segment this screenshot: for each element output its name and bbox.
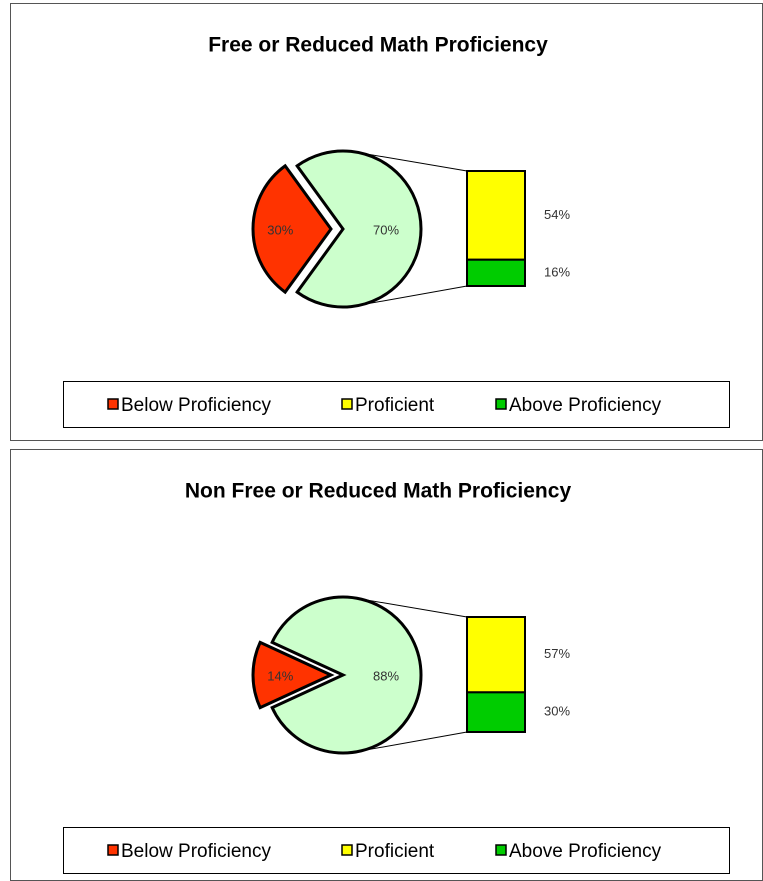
bar-segment: [466, 616, 526, 694]
pie-slice: [270, 595, 423, 755]
connector: [352, 597, 468, 618]
legend-label: Below Proficiency: [121, 395, 271, 416]
legend-label: Below Proficiency: [121, 841, 271, 862]
pie-slice: [251, 640, 335, 710]
data-label: 30%: [267, 222, 293, 237]
bar-segment: [466, 258, 526, 288]
data-label: 16%: [544, 264, 570, 279]
legend-label: Proficient: [355, 395, 435, 416]
connector: [352, 285, 468, 307]
legend-swatch: [341, 844, 353, 856]
legend-box: [63, 381, 730, 428]
legend-swatch: [107, 844, 119, 856]
connector: [352, 151, 468, 172]
legend-swatch: [107, 398, 119, 410]
data-label: 30%: [544, 704, 570, 719]
bar-segment: [466, 170, 526, 261]
legend-label: Above Proficiency: [509, 841, 662, 862]
chart-title: Free or Reduced Math Proficiency: [208, 34, 548, 57]
data-label: 57%: [544, 646, 570, 661]
connector: [352, 731, 468, 753]
data-label: 88%: [373, 668, 399, 683]
data-label: 70%: [373, 222, 399, 237]
data-label: 54%: [544, 207, 570, 222]
pie-slice: [295, 149, 423, 309]
legend-swatch: [341, 398, 353, 410]
legend-swatch: [495, 398, 507, 410]
legend-label: Above Proficiency: [509, 395, 662, 416]
bar-segment: [466, 691, 526, 734]
legend-label: Proficient: [355, 841, 435, 862]
legend-swatch: [495, 844, 507, 856]
data-label: 14%: [267, 668, 293, 683]
pie-slice: [251, 163, 333, 295]
legend-box: [63, 827, 730, 874]
chart-title: Non Free or Reduced Math Proficiency: [185, 480, 572, 503]
